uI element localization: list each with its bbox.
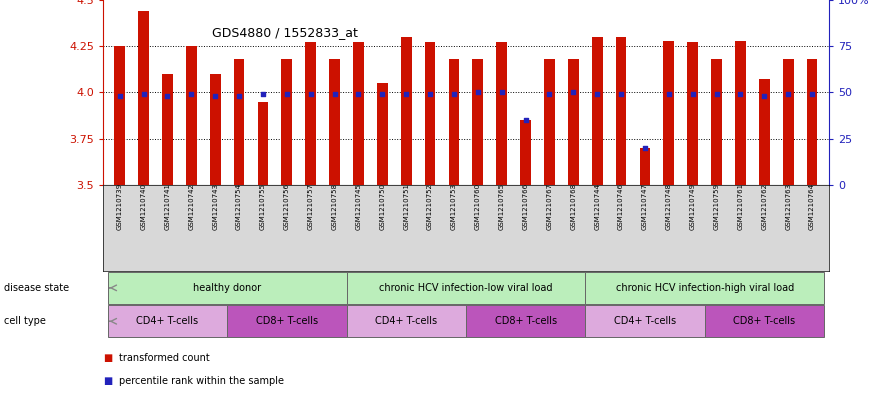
Point [280,91,294,97]
Bar [585,305,704,337]
Text: CD8+ T-cells: CD8+ T-cells [733,316,796,326]
Point [113,93,127,99]
Bar [544,59,555,185]
Point [542,91,556,97]
Bar [568,59,579,185]
Point [185,91,199,97]
Point [351,91,366,97]
Point [208,93,222,99]
Point [757,93,771,99]
Point [638,145,652,151]
Bar [401,37,411,185]
Bar [138,11,149,185]
Text: healthy donor: healthy donor [194,283,262,293]
Point [805,91,819,97]
Point [304,91,318,97]
Point [232,93,246,99]
Bar [377,83,388,185]
Bar [347,272,585,304]
Text: CD4+ T-cells: CD4+ T-cells [136,316,199,326]
Bar [521,120,531,185]
Bar [234,59,245,185]
Bar [329,59,340,185]
Point [566,89,581,95]
Text: cell type: cell type [4,316,47,326]
Point [661,91,676,97]
Point [423,91,437,97]
Point [710,91,724,97]
Text: ■: ■ [103,353,112,363]
Bar [704,305,824,337]
Bar [585,272,824,304]
Bar [108,305,228,337]
Bar [353,42,364,185]
Point [256,91,271,97]
Bar [449,59,460,185]
Bar [663,40,674,185]
Text: CD8+ T-cells: CD8+ T-cells [495,316,556,326]
Bar [258,101,269,185]
Bar [592,37,603,185]
Bar [806,59,817,185]
Bar [108,272,347,304]
Text: CD8+ T-cells: CD8+ T-cells [255,316,318,326]
Bar [759,79,770,185]
Bar [162,74,173,185]
Text: transformed count: transformed count [119,353,210,363]
Bar [616,37,626,185]
Bar [186,46,197,185]
Bar [425,42,435,185]
Bar [711,59,722,185]
Text: CD4+ T-cells: CD4+ T-cells [375,316,437,326]
Bar [735,40,745,185]
Bar [472,59,483,185]
Point [399,91,413,97]
Point [781,91,796,97]
Text: disease state: disease state [4,283,70,293]
Bar [281,59,292,185]
Bar [783,59,794,185]
Point [519,117,533,123]
Point [614,91,628,97]
Bar [115,46,125,185]
Bar [640,148,650,185]
Point [685,91,700,97]
Bar [306,42,316,185]
Point [470,89,485,95]
Bar [228,305,347,337]
Text: chronic HCV infection-low viral load: chronic HCV infection-low viral load [379,283,553,293]
Point [733,91,747,97]
Text: GDS4880 / 1552833_at: GDS4880 / 1552833_at [212,26,358,39]
Text: chronic HCV infection-high viral load: chronic HCV infection-high viral load [616,283,794,293]
Point [136,91,151,97]
Point [375,91,390,97]
Point [590,91,605,97]
Point [447,91,461,97]
Text: CD4+ T-cells: CD4+ T-cells [614,316,676,326]
Text: ■: ■ [103,376,112,386]
Bar [210,74,220,185]
Bar [496,42,507,185]
Point [160,93,175,99]
Bar [687,42,698,185]
Point [327,91,341,97]
Text: percentile rank within the sample: percentile rank within the sample [119,376,284,386]
Point [495,89,509,95]
Bar [347,305,466,337]
Bar [466,305,585,337]
